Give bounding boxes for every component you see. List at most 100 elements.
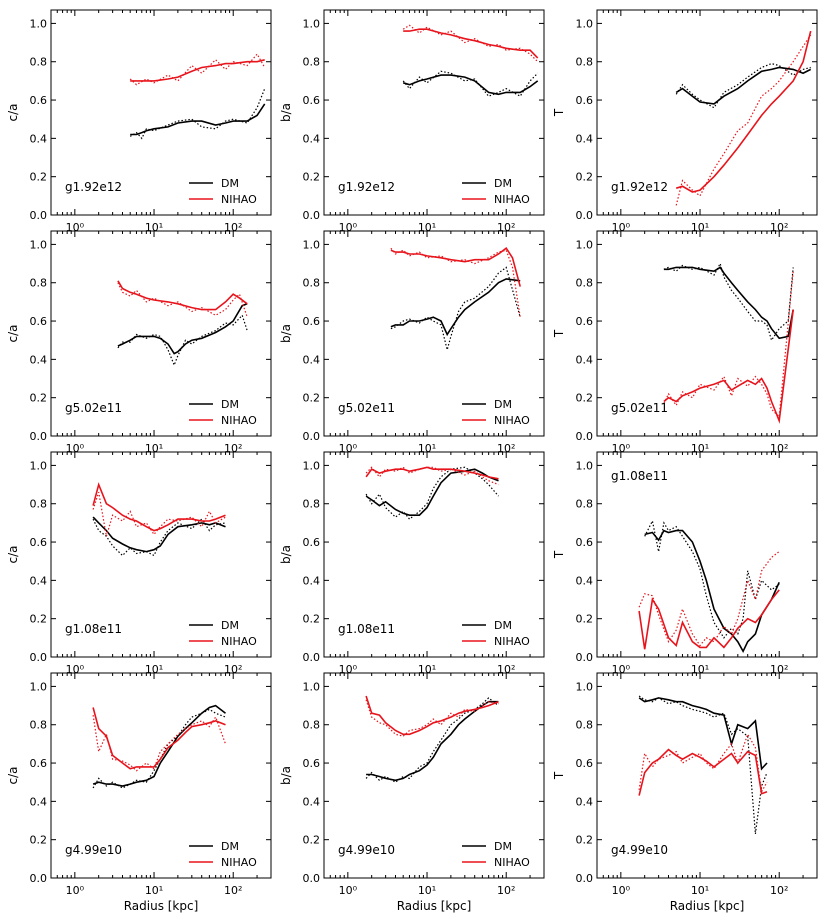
series-dm-line: [365, 468, 499, 517]
series-dm-line: [638, 697, 768, 771]
series-dm-raw: [365, 697, 499, 783]
y-tick-label: 1.0: [303, 17, 321, 30]
galaxy-label: g4.99e10: [338, 843, 395, 857]
plot-frame: [50, 672, 272, 879]
y-tick-label: 0.4: [576, 574, 594, 587]
legend-label: NIHAO: [494, 193, 530, 206]
galaxy-label: g5.02e11: [611, 401, 668, 415]
y-axis-label: b/a: [279, 324, 293, 343]
y-tick-label: 0.4: [303, 574, 321, 587]
y-tick-label: 0.4: [30, 353, 48, 366]
series-nihao-line: [403, 28, 539, 59]
x-tick-label: 10²: [224, 884, 242, 897]
y-tick-label: 0.6: [303, 757, 321, 770]
galaxy-label: g1.08e11: [65, 622, 122, 636]
legend-label: DM: [221, 619, 239, 632]
y-axis-label: T: [552, 329, 566, 338]
x-tick-label: 10²: [770, 884, 788, 897]
plot-frame: [596, 9, 818, 216]
y-tick-label: 0.2: [303, 613, 321, 626]
y-axis-label: b/a: [279, 545, 293, 564]
y-tick-label: 1.0: [303, 238, 321, 251]
y-tick-label: 1.0: [576, 17, 594, 30]
y-tick-label: 0.6: [30, 757, 48, 770]
series-nihao-raw: [390, 247, 521, 318]
y-tick-label: 0.6: [303, 315, 321, 328]
plot-frame: [323, 451, 545, 658]
galaxy-label: g1.92e12: [611, 180, 668, 194]
y-tick-label: 0.6: [576, 536, 594, 549]
y-tick-label: 0.4: [576, 795, 594, 808]
y-tick-label: 0.0: [576, 651, 594, 664]
y-tick-label: 1.0: [576, 459, 594, 472]
y-tick-label: 0.4: [303, 353, 321, 366]
y-tick-label: 0.8: [303, 56, 321, 69]
y-tick-label: 0.8: [303, 277, 321, 290]
y-tick-label: 0.6: [303, 536, 321, 549]
y-tick-label: 0.0: [303, 209, 321, 222]
y-axis-label: b/a: [279, 766, 293, 785]
legend-label: NIHAO: [494, 414, 530, 427]
y-tick-label: 0.2: [30, 613, 48, 626]
y-tick-label: 0.2: [30, 171, 48, 184]
y-tick-label: 0.8: [30, 719, 48, 732]
y-axis-label: c/a: [6, 104, 20, 122]
series-nihao-line: [663, 309, 794, 424]
series-nihao-line: [675, 30, 812, 193]
y-tick-label: 0.0: [303, 651, 321, 664]
legend-label: NIHAO: [221, 193, 257, 206]
plot-frame: [50, 451, 272, 658]
series-nihao-line: [92, 482, 226, 532]
y-tick-label: 1.0: [30, 17, 48, 30]
y-tick-label: 0.2: [576, 171, 594, 184]
x-axis-label: Radius [kpc]: [124, 899, 199, 913]
y-tick-label: 0.8: [30, 277, 48, 290]
x-tick-label: 10⁰: [66, 884, 85, 897]
x-tick-label: 10¹: [418, 884, 436, 897]
x-axis-label: Radius [kpc]: [670, 899, 745, 913]
y-axis-label: c/a: [6, 546, 20, 564]
y-tick-label: 0.6: [303, 94, 321, 107]
y-tick-label: 0.4: [576, 132, 594, 145]
series-nihao-line: [92, 707, 226, 770]
y-tick-label: 0.2: [576, 834, 594, 847]
panel-p31: 0.0 0.2 0.4 0.6 0.8 1.0 10⁰ 10¹ 10² b/a Radius [kp…: [279, 672, 545, 913]
series-nihao-line: [390, 247, 521, 287]
series-dm-line: [644, 529, 780, 654]
legend-label: NIHAO: [221, 414, 257, 427]
y-tick-label: 1.0: [303, 459, 321, 472]
series-dm-raw: [390, 266, 521, 353]
y-tick-label: 0.2: [303, 834, 321, 847]
series-nihao-line: [365, 466, 499, 480]
y-tick-label: 0.6: [576, 94, 594, 107]
series-nihao-raw: [638, 551, 780, 647]
y-tick-label: 0.6: [576, 757, 594, 770]
y-axis-label: b/a: [279, 103, 293, 122]
y-axis-label: c/a: [6, 767, 20, 785]
galaxy-label: g1.08e11: [338, 622, 395, 636]
panel-p30: 0.0 0.2 0.4 0.6 0.8 1.0 10⁰ 10¹ 10² c/a Radius [kp…: [6, 672, 272, 913]
series-dm-raw: [117, 314, 248, 367]
y-tick-label: 0.4: [303, 795, 321, 808]
x-tick-label: 10²: [497, 884, 515, 897]
legend-label: DM: [221, 177, 239, 190]
y-tick-label: 0.8: [576, 277, 594, 290]
y-tick-label: 1.0: [30, 238, 48, 251]
galaxy-label: g4.99e10: [65, 843, 122, 857]
legend-label: NIHAO: [221, 635, 257, 648]
galaxy-label: g5.02e11: [338, 401, 395, 415]
y-tick-label: 0.0: [576, 872, 594, 885]
plot-frame: [596, 230, 818, 437]
series-dm-raw: [129, 88, 266, 140]
series-dm-line: [663, 266, 794, 340]
series-dm-raw: [675, 62, 811, 109]
plot-frame: [323, 672, 545, 879]
